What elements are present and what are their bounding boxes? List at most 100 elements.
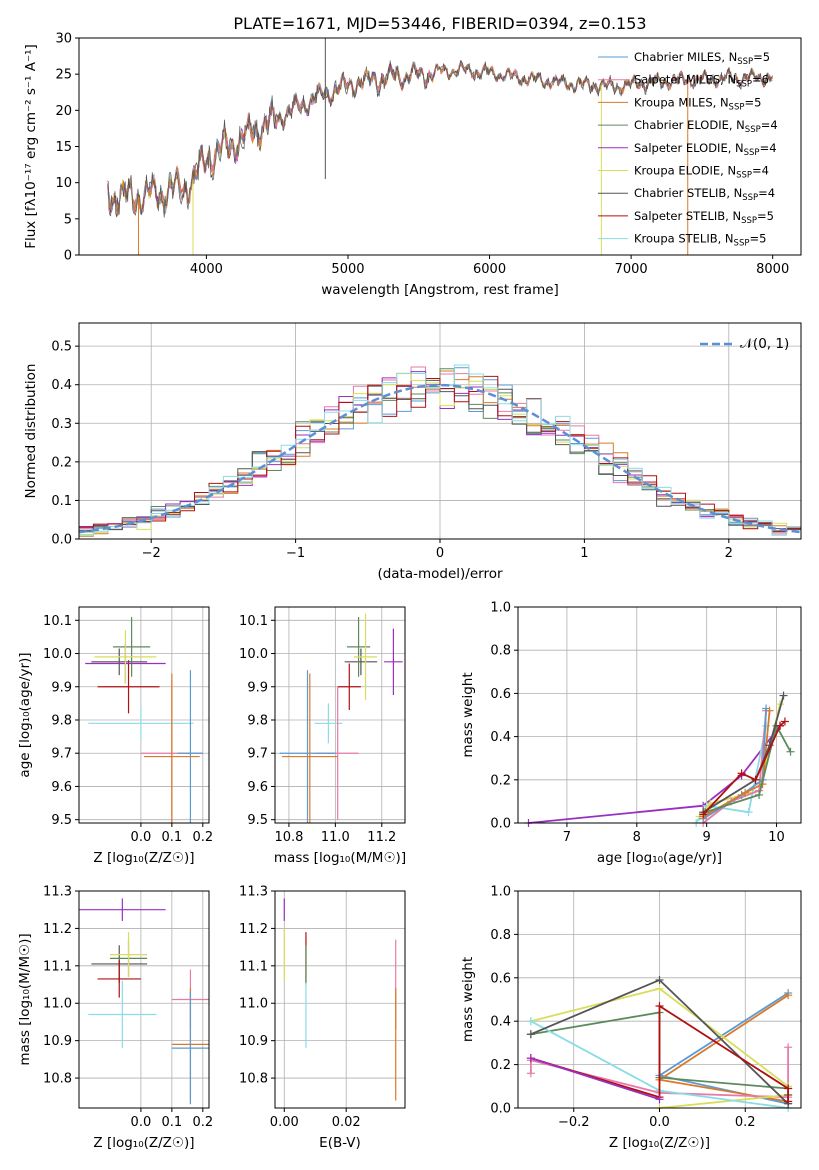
x-tick-label: 8	[633, 830, 641, 845]
y-tick-label: 9.7	[247, 747, 268, 762]
age-vs-mass-xlabel: mass [log₁₀(M/M☉)]	[274, 850, 406, 866]
y-tick-label: 9.9	[51, 680, 72, 695]
error-bar-point	[279, 670, 336, 823]
y-tick-label: 10.9	[239, 1034, 268, 1049]
y-tick-label: 0.6	[490, 971, 511, 986]
y-tick-label: 11.2	[239, 922, 268, 937]
spectrum-xlabel: wavelength [Angstrom, rest frame]	[321, 282, 559, 298]
age-vs-mass-panel: 10.8 11.0 11.2 9.5 9.6 9.7 9.8 9.9 10.0 10.1 mass…	[239, 606, 406, 866]
error-bar-point	[171, 992, 209, 1105]
y-tick-label: 10.0	[239, 647, 268, 662]
histogram-salpeter-stelib	[78, 375, 801, 539]
y-tick-label: 9.6	[247, 780, 268, 795]
gaussian-curve	[78, 383, 802, 534]
y-tick-label: 11.0	[239, 997, 268, 1012]
error-bar-point	[97, 960, 141, 998]
y-tick-label: 9.6	[51, 780, 72, 795]
spectrum-panel: Chabrier MILES, NSSP=5 Salpeter MILES, NS…	[23, 32, 802, 298]
histogram-kroupa-stelib	[78, 364, 801, 539]
y-tick-label: 20	[55, 104, 72, 119]
age-vs-mass-frame	[274, 606, 406, 824]
x-tick-label: 8000	[756, 262, 789, 277]
legend-entry: Kroupa MILES, NSSP=5	[634, 95, 761, 112]
x-tick-label: 6000	[473, 262, 506, 277]
x-tick-label: 1	[580, 546, 588, 561]
y-tick-label: 0.4	[490, 1015, 511, 1030]
y-tick-label: 0.6	[490, 687, 511, 702]
mass-vs-extinction-panel: 0.00 0.02 10.8 10.9 11.0 11.1 11.2 11.3 E(B-V)	[239, 885, 406, 1151]
error-bar-point	[88, 980, 157, 1049]
y-tick-label: 0.2	[490, 1058, 511, 1073]
x-tick-label: 0.0	[649, 1115, 670, 1130]
y-tick-label: 11.1	[239, 959, 268, 974]
error-bar-point	[178, 670, 203, 823]
y-tick-label: 15	[55, 140, 72, 155]
legend-entry: Chabrier ELODIE, NSSP=4	[634, 118, 778, 135]
y-tick-label: 5	[64, 212, 72, 227]
spectrum-line-kroupa-miles	[107, 61, 773, 216]
y-tick-label: 0.8	[490, 928, 511, 943]
x-tick-label: 0.0	[131, 1115, 152, 1130]
x-tick-label: 0	[436, 546, 444, 561]
legend-entry: Kroupa STELIB, NSSP=5	[634, 232, 766, 249]
y-tick-label: 0.5	[51, 340, 72, 355]
x-tick-label: 0.1	[162, 830, 183, 845]
spectrum-ylabel: Flux [fλ10⁻¹⁷ erg cm⁻² s⁻¹ A⁻¹]	[23, 44, 39, 249]
y-tick-label: 30	[55, 32, 72, 47]
age-vs-metallicity-xlabel: Z [log₁₀(Z/Z☉)]	[93, 850, 194, 866]
legend-entry: Kroupa ELODIE, NSSP=4	[634, 164, 769, 181]
x-tick-label: 5000	[331, 262, 364, 277]
mass-vs-metallicity-ylabel: mass [log₁₀(M/M☉)]	[17, 933, 33, 1065]
y-tick-label: 0.4	[51, 378, 72, 393]
y-tick-label: 0.8	[490, 644, 511, 659]
x-tick-label: 7000	[615, 262, 648, 277]
y-tick-label: 10.8	[239, 1072, 268, 1087]
x-tick-label: 7	[563, 830, 571, 845]
error-bar-point	[97, 660, 160, 714]
x-tick-label: 9	[703, 830, 711, 845]
y-tick-label: 9.5	[247, 813, 268, 828]
residuals-xlabel: (data-model)/error	[377, 566, 503, 582]
x-tick-label: 0.0	[131, 830, 152, 845]
y-tick-label: 11.1	[43, 959, 72, 974]
weight-vs-metallicity-ylabel: mass weight	[460, 957, 476, 1042]
error-bar-point	[384, 628, 403, 696]
x-tick-label: 10.8	[274, 830, 303, 845]
y-tick-label: 0.0	[490, 817, 511, 832]
y-tick-label: 9.9	[247, 680, 268, 695]
x-tick-label: 2	[725, 546, 733, 561]
spectrum-legend: Chabrier MILES, NSSP=5 Salpeter MILES, NS…	[598, 50, 778, 249]
legend-entry: Salpeter ELODIE, NSSP=4	[634, 141, 777, 158]
gaussian-legend-label: 𝒩(0, 1)	[740, 336, 789, 352]
weight-vs-age-panel: 7 8 9 10 0.0 0.2 0.4 0.6 0.8 1.0 age [log₁₀(age/y…	[460, 601, 802, 866]
weight-series-salpeter-stelib	[526, 1002, 793, 1106]
x-tick-label: 0.00	[270, 1115, 299, 1130]
y-tick-label: 1.0	[490, 885, 511, 900]
x-tick-label: −2	[142, 546, 161, 561]
x-tick-label: 4000	[190, 262, 223, 277]
y-tick-label: 0.2	[490, 773, 511, 788]
age-vs-metallicity-panel: 0.0 0.1 0.2 9.5 9.6 9.7 9.8 9.9 10.0 10.1 Z [log₁…	[17, 606, 213, 866]
residuals-legend: 𝒩(0, 1)	[700, 336, 789, 352]
x-tick-label: 0.02	[332, 1115, 361, 1130]
residuals-ylabel: Normed distribution	[23, 364, 39, 499]
y-tick-label: 25	[55, 68, 72, 83]
error-bar-point	[353, 613, 378, 701]
error-bar-point	[144, 673, 200, 823]
error-bar-point	[88, 706, 194, 740]
y-tick-label: 1.0	[490, 601, 511, 616]
x-tick-label: 0.1	[162, 1115, 183, 1130]
x-tick-label: −0.2	[558, 1115, 590, 1130]
y-tick-label: 0.0	[490, 1102, 511, 1117]
weight-series-kroupa-elodie	[695, 700, 785, 821]
error-bar-point	[79, 898, 166, 921]
mass-vs-metallicity-panel: 0.0 0.1 0.2 10.8 10.9 11.0 11.1 11.2 11.3 Z [log…	[17, 885, 213, 1152]
error-bar-point	[91, 648, 148, 676]
y-tick-label: 9.5	[51, 813, 72, 828]
y-tick-label: 10.8	[43, 1072, 72, 1087]
error-bar-point	[113, 616, 151, 677]
y-tick-label: 9.8	[247, 713, 268, 728]
y-tick-label: 0.4	[490, 730, 511, 745]
mass-vs-extinction-xlabel: E(B-V)	[319, 1135, 361, 1151]
